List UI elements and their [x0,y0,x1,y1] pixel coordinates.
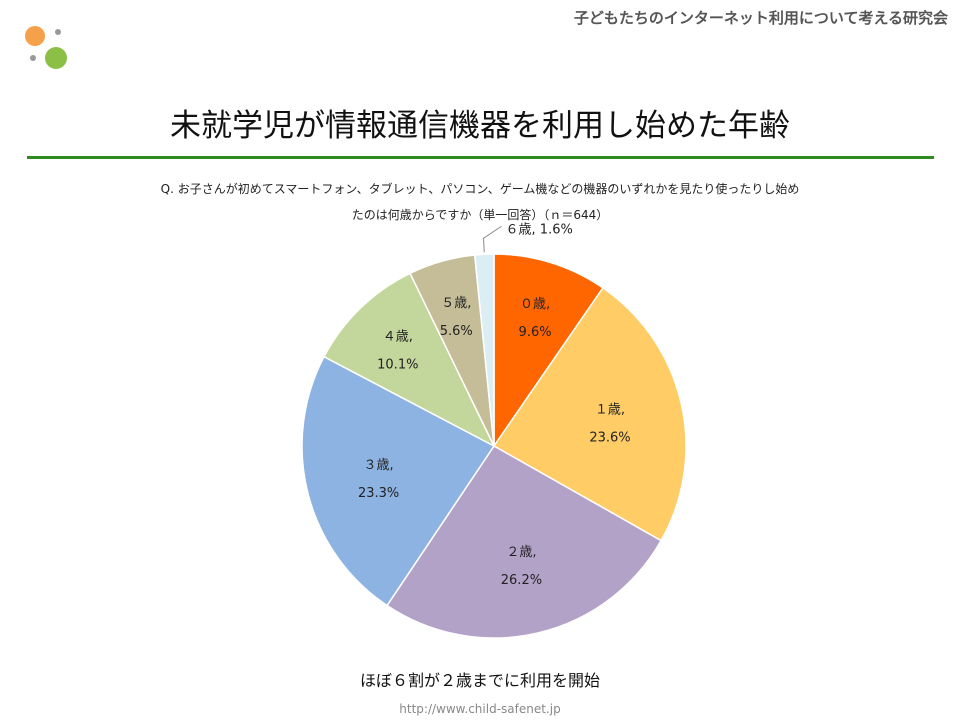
pie-slice [323,272,496,448]
slice-label: ２歳, [506,545,536,560]
slice-leader-line [483,225,502,253]
slice-value: 23.3% [358,486,399,501]
slice-label: ３歳, [364,458,394,473]
slice-value: 26.2% [501,573,542,588]
slice-label: ４歳, [383,330,413,345]
logo-orange-dot [25,26,45,46]
pie-slice [386,445,663,639]
slice-value: 5.6% [440,324,473,339]
slice-value: 23.6% [589,430,630,445]
slice-label: １歳, [595,402,625,417]
org-name: 子どもたちのインターネット利用について考える研究会 [573,9,948,27]
survey-question-line: たのは何歳からですか（単一回答）（ｎ＝644） [351,208,609,222]
survey-question-line: Q. お子さんが初めてスマートフォン、タブレット、パソコン、ゲーム機などの機器の… [160,182,800,196]
source-url: http://www.child-safenet.jp [399,702,561,716]
conclusion-text: ほぼ６割が２歳までに利用を開始 [359,671,600,690]
pie-slice [301,355,496,607]
logo-gray-dot [55,29,61,35]
pie-slice [473,253,495,447]
pie-slice [492,286,687,542]
logo [25,26,67,69]
survey-question: Q. お子さんが初めてスマートフォン、タブレット、パソコン、ゲーム機などの機器の… [0,176,960,228]
slice-label: ６歳, 1.6% [506,222,573,237]
page-title: 未就学児が情報通信機器を利用し始めた年齢 [170,108,790,144]
slice-label: ０歳, [520,297,550,312]
logo-gray-dot [30,55,36,61]
logo-green-dot [45,47,67,69]
pie-slice [493,253,604,449]
slice-value: 10.1% [377,358,418,373]
slice-value: 9.6% [519,325,552,340]
slice-label: ５歳, [441,296,471,311]
title-divider [27,156,934,159]
